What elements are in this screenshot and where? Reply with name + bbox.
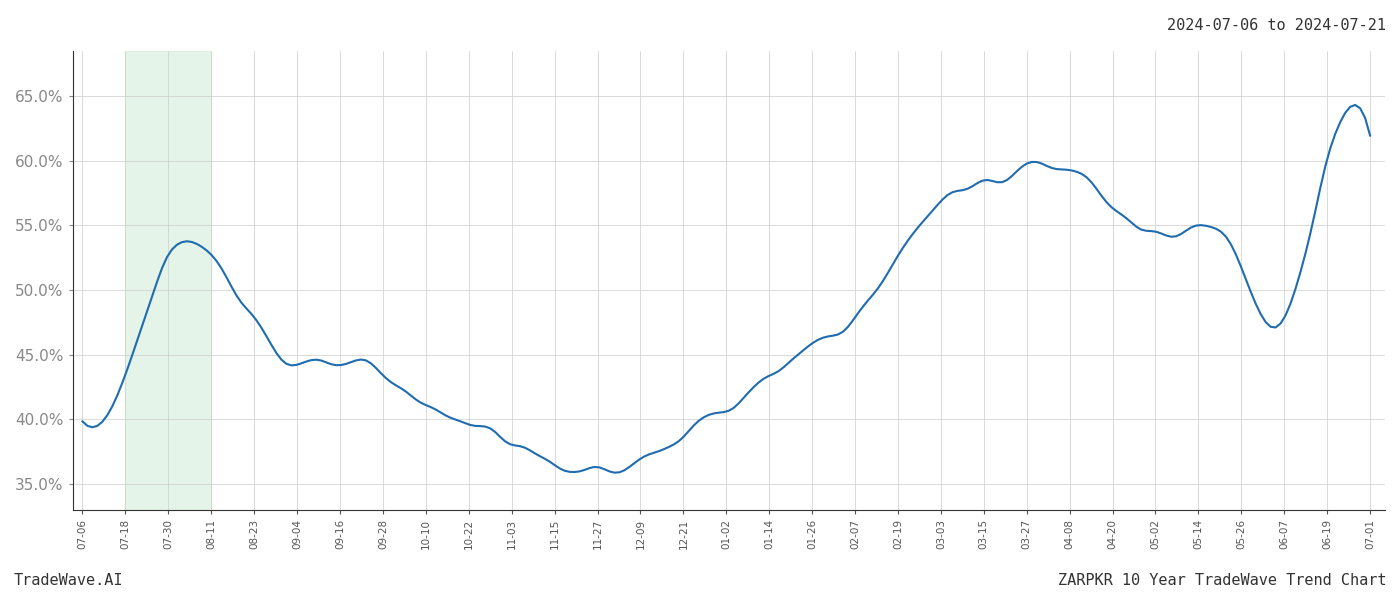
- Text: ZARPKR 10 Year TradeWave Trend Chart: ZARPKR 10 Year TradeWave Trend Chart: [1057, 573, 1386, 588]
- Bar: [126, 51, 211, 510]
- Text: 2024-07-06 to 2024-07-21: 2024-07-06 to 2024-07-21: [1168, 18, 1386, 33]
- Text: TradeWave.AI: TradeWave.AI: [14, 573, 123, 588]
